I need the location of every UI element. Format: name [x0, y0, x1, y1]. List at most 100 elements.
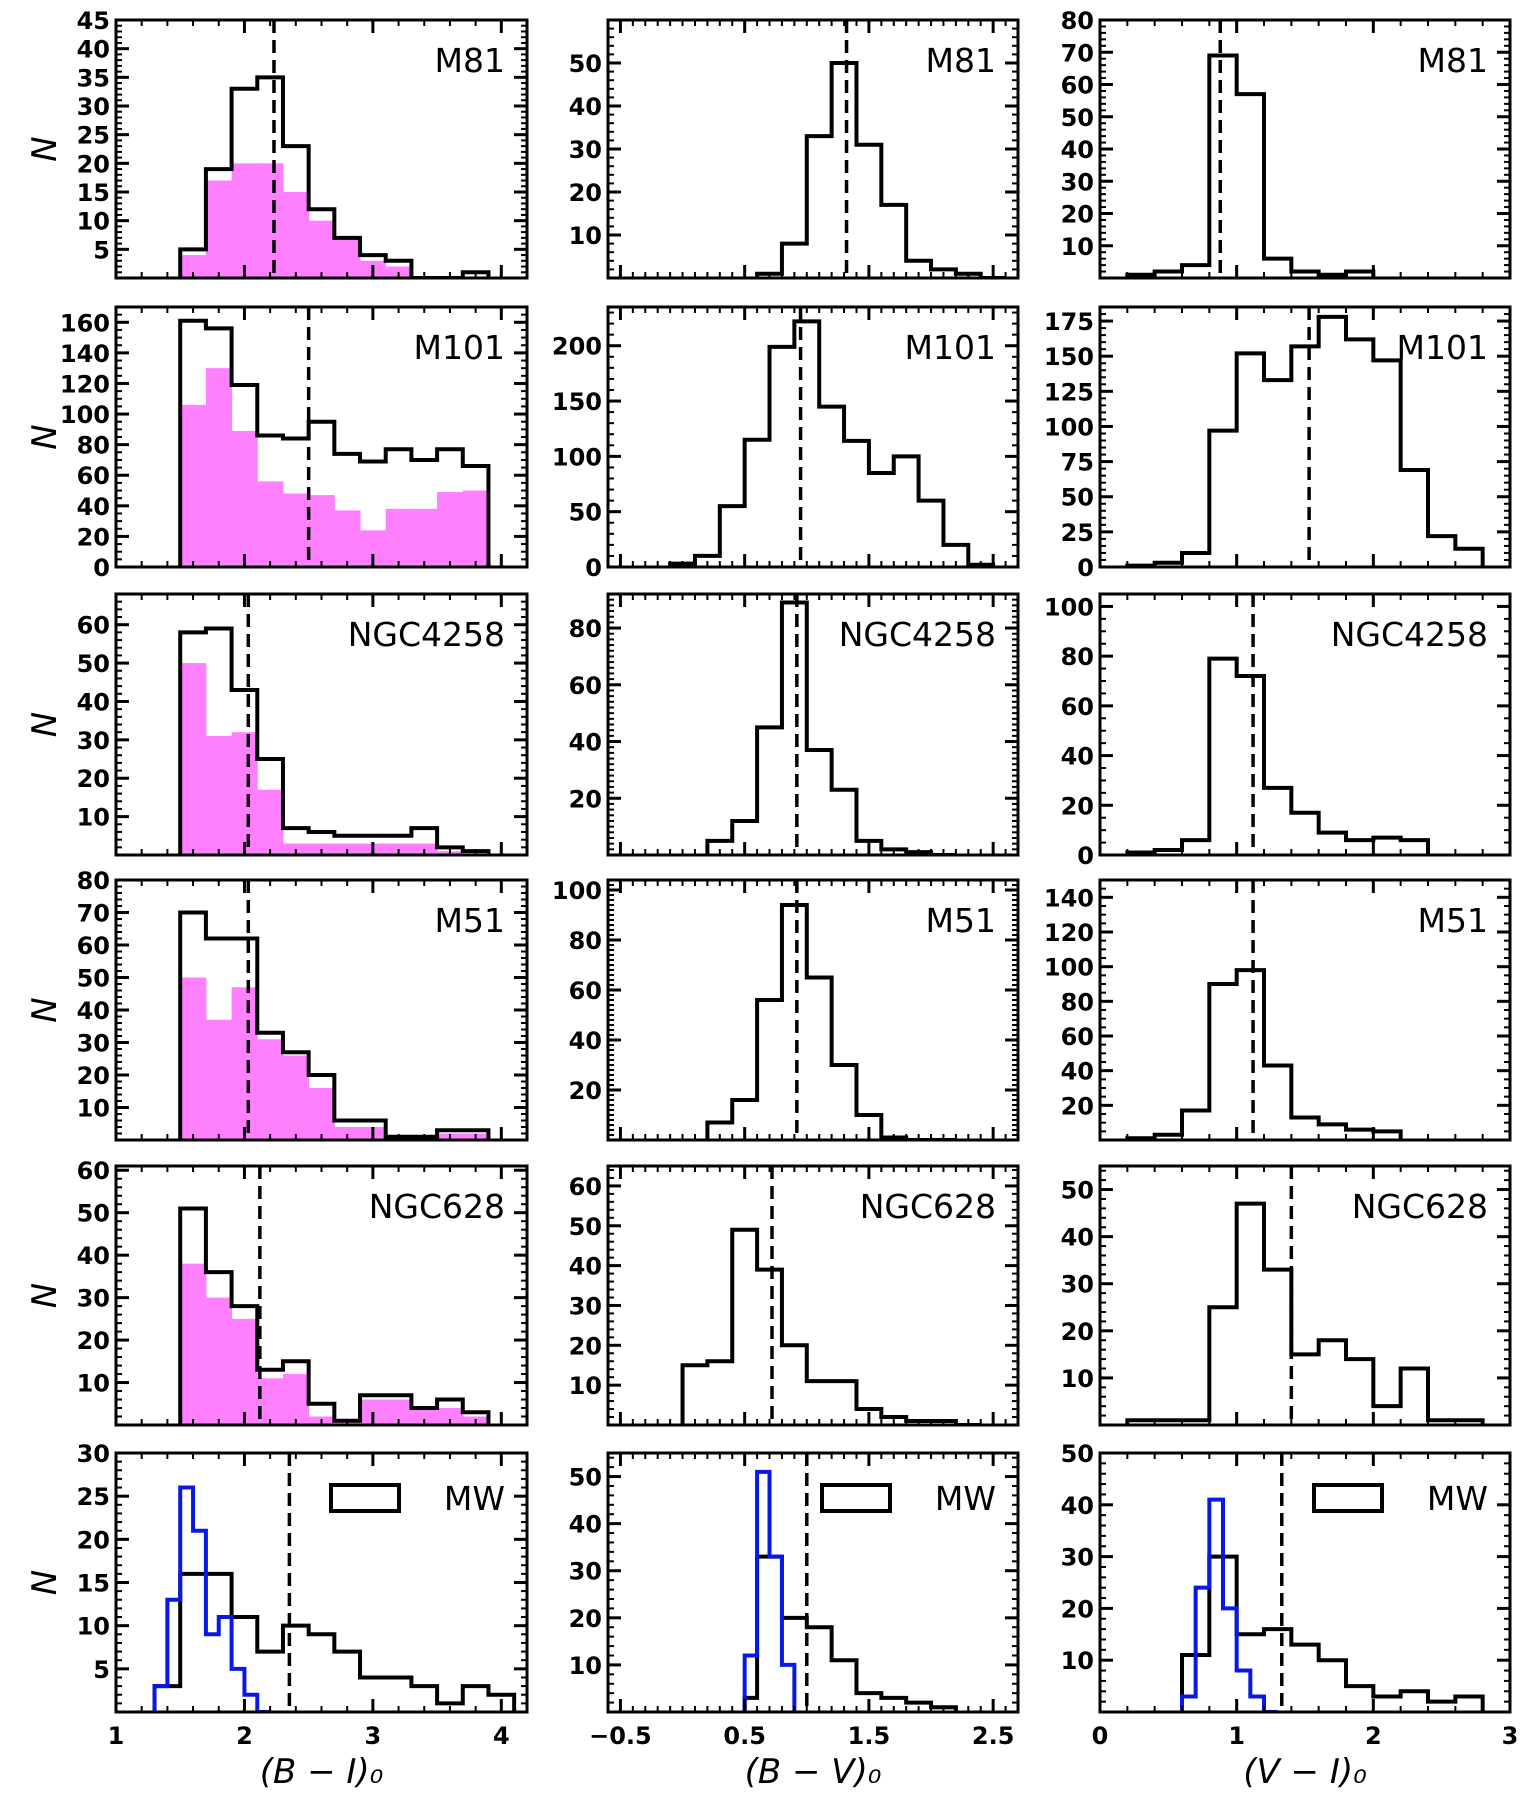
galaxy-label: M51 — [926, 901, 996, 940]
x-tick-label: 0.5 — [723, 1722, 766, 1750]
total-histogram — [1125, 314, 1485, 567]
y-tick-label: 50 — [569, 50, 602, 78]
y-tick-label: 100 — [60, 401, 110, 429]
y-tick-label: 80 — [1061, 988, 1094, 1016]
galaxy-label: M101 — [905, 328, 996, 367]
y-tick-label: 10 — [1061, 233, 1094, 261]
y-tick-label: 50 — [77, 1200, 110, 1228]
red-hist-bar — [385, 508, 412, 567]
galaxy-label: M101 — [1397, 328, 1488, 367]
panel-frame — [1098, 305, 1512, 569]
y-tick-label: 20 — [569, 1332, 602, 1360]
total-histogram — [705, 903, 956, 1140]
panel-plot-area — [742, 1453, 958, 1712]
x-tick-label: 1 — [108, 1722, 125, 1750]
x-tick-label: 3 — [1502, 1722, 1519, 1750]
y-tick-label: 35 — [77, 64, 110, 92]
y-tick-label: 25 — [77, 1483, 110, 1511]
total-histogram — [178, 1206, 491, 1425]
y-tick-label: 80 — [569, 615, 602, 643]
panel-frame — [606, 305, 1020, 569]
y-tick-label: 75 — [1061, 449, 1094, 477]
panel-plot-area — [668, 307, 996, 567]
total-histogram — [1125, 968, 1403, 1140]
y-tick-label: 0 — [585, 554, 602, 582]
panel-frame — [606, 1164, 1020, 1427]
panel-plot-area — [680, 1166, 981, 1425]
red-hist-bar — [282, 1374, 310, 1425]
y-tick-label: 150 — [1044, 343, 1094, 371]
y-tick-label: 40 — [569, 729, 602, 757]
legend-swatch — [1312, 1483, 1384, 1513]
y-tick-label: 175 — [1044, 308, 1094, 336]
red-hist-bar — [437, 492, 464, 567]
legend-swatch — [329, 1483, 401, 1513]
y-tick-label: 60 — [77, 1157, 110, 1185]
panel-plot-area — [178, 880, 491, 1140]
y-tick-label: 40 — [569, 1027, 602, 1055]
y-tick-label: 60 — [1061, 72, 1094, 100]
y-tick-label: 30 — [1061, 1544, 1094, 1572]
y-tick-label: 0 — [1077, 554, 1094, 582]
y-tick-label: 40 — [1061, 1058, 1094, 1086]
red-hist-bar — [231, 430, 258, 567]
y-tick-label: 10 — [77, 208, 110, 236]
y-tick-label: 20 — [1061, 1092, 1094, 1120]
red-hist-bar — [180, 1263, 207, 1425]
x-tick-label: 0 — [1092, 1722, 1109, 1750]
galaxy-label: M51 — [435, 901, 505, 940]
total-histogram — [1125, 1201, 1485, 1425]
y-tick-label: 10 — [569, 1372, 602, 1400]
panel-plot-area — [178, 307, 491, 567]
y-tick-label: 25 — [77, 122, 110, 150]
x-tick-label: −0.5 — [589, 1722, 652, 1750]
y-axis-label: N — [25, 1283, 65, 1308]
y-tick-label: 10 — [1061, 1365, 1094, 1393]
y-tick-label: 40 — [77, 36, 110, 64]
total-histogram — [742, 1554, 958, 1712]
total-histogram — [178, 75, 491, 278]
y-tick-label: 140 — [60, 340, 110, 368]
y-tick-label: 50 — [1061, 104, 1094, 132]
y-tick-label: 40 — [77, 1242, 110, 1270]
y-tick-label: 150 — [552, 388, 602, 416]
y-tick-label: 20 — [569, 1077, 602, 1105]
red-hist-bar — [257, 1039, 284, 1140]
red-hist-bar — [462, 490, 489, 567]
x-axis-label: (B − V)₀ — [745, 1752, 882, 1792]
y-tick-label: 40 — [1061, 743, 1094, 771]
y-tick-label: 30 — [77, 1285, 110, 1313]
total-histogram — [1125, 656, 1430, 855]
y-tick-label: 30 — [569, 1558, 602, 1586]
legend-label: MW — [1427, 1479, 1488, 1518]
x-tick-label: 4 — [493, 1722, 510, 1750]
mw-blue-histogram — [152, 1485, 271, 1712]
y-tick-label: 10 — [77, 804, 110, 832]
red-hist-bar — [334, 510, 361, 567]
x-tick-label: 1 — [1228, 1722, 1245, 1750]
red-hist-bar — [411, 508, 438, 567]
red-hist-bar — [308, 495, 335, 567]
red-hist-bar — [231, 732, 258, 855]
y-tick-label: 30 — [77, 1030, 110, 1058]
y-tick-label: 20 — [77, 523, 110, 551]
y-tick-label: 20 — [77, 1526, 110, 1554]
y-axis-label: N — [25, 712, 65, 737]
y-tick-label: 60 — [569, 672, 602, 700]
y-tick-label: 30 — [77, 1440, 110, 1468]
y-tick-label: 30 — [1061, 168, 1094, 196]
red-hist-bar — [282, 1055, 310, 1140]
legend-label: MW — [444, 1479, 505, 1518]
galaxy-label: NGC4258 — [839, 615, 996, 654]
red-hist-bar — [257, 481, 284, 567]
y-tick-label: 20 — [77, 765, 110, 793]
red-hist-bar — [308, 1088, 335, 1140]
y-tick-label: 100 — [1044, 413, 1094, 441]
y-tick-label: 60 — [569, 1173, 602, 1201]
red-hist-bar — [231, 163, 258, 278]
y-tick-label: 50 — [77, 965, 110, 993]
y-tick-label: 10 — [77, 1613, 110, 1641]
y-tick-label: 80 — [77, 432, 110, 460]
y-tick-label: 45 — [77, 7, 110, 35]
